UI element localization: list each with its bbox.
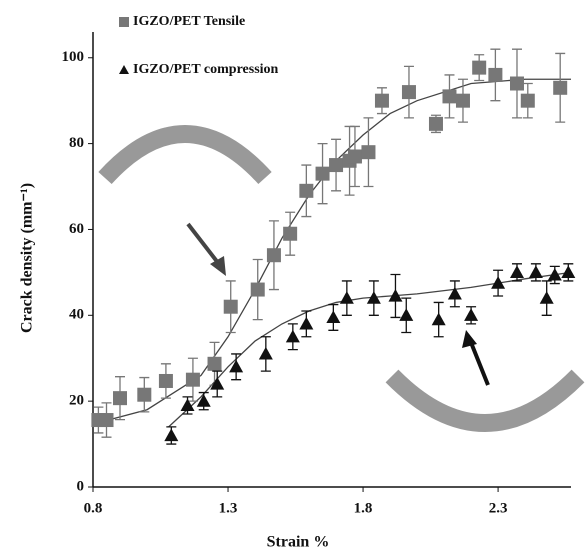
x-tick-label: 0.8 <box>84 500 103 516</box>
y-tick-label: 40 <box>69 307 84 323</box>
arrow-head <box>462 330 477 348</box>
y-tick-label: 100 <box>62 49 85 65</box>
marker-triangle <box>447 286 462 300</box>
marker-triangle <box>258 346 273 360</box>
marker-square <box>283 226 298 241</box>
marker-square <box>137 387 152 402</box>
x-axis-label: Strain % <box>267 534 330 551</box>
marker-triangle <box>119 65 129 74</box>
marker-square <box>347 149 362 164</box>
marker-square <box>329 158 344 173</box>
marker-triangle <box>180 398 195 412</box>
marker-triangle <box>431 312 446 326</box>
marker-square <box>266 248 281 263</box>
marker-square <box>442 89 457 104</box>
bent-film-arc <box>98 125 272 185</box>
marker-square <box>185 372 200 387</box>
marker-square <box>119 17 129 27</box>
marker-triangle <box>539 291 554 304</box>
y-tick-label: 0 <box>77 478 85 494</box>
marker-square <box>158 373 173 388</box>
marker-triangle <box>339 291 354 304</box>
fit-line <box>168 271 572 428</box>
marker-square <box>401 85 416 100</box>
arrow <box>468 339 490 386</box>
marker-triangle <box>229 359 244 373</box>
marker-square <box>428 116 443 131</box>
y-axis-label: Crack density (mm⁻¹) <box>19 183 36 333</box>
marker-square <box>223 299 238 314</box>
marker-square <box>207 356 222 371</box>
marker-square <box>99 413 114 428</box>
marker-square <box>455 93 470 108</box>
marker-triangle <box>164 428 179 442</box>
marker-triangle <box>491 276 506 289</box>
marker-triangle <box>509 265 524 278</box>
y-tick-label: 60 <box>69 221 84 237</box>
marker-triangle <box>366 291 381 304</box>
decor <box>98 125 585 432</box>
marker-triangle <box>388 288 403 302</box>
legend-label: IGZO/PET compression <box>133 62 279 77</box>
x-tick-label: 1.8 <box>354 500 373 516</box>
marker-square <box>315 166 330 181</box>
marker-square <box>361 145 376 160</box>
marker-square <box>488 67 503 82</box>
arrow-head <box>210 256 226 276</box>
legend-label: IGZO/PET Tensile <box>133 14 245 29</box>
bent-film-arc <box>385 369 585 432</box>
marker-triangle <box>528 265 543 278</box>
marker-triangle <box>285 329 300 343</box>
y-tick-label: 80 <box>69 135 84 151</box>
marker-triangle <box>299 316 314 330</box>
marker-square <box>553 80 568 95</box>
marker-triangle <box>464 308 479 321</box>
marker-square <box>113 391 128 406</box>
marker-triangle <box>561 265 576 278</box>
marker-triangle <box>547 267 562 281</box>
x-tick-label: 2.3 <box>489 500 508 516</box>
marker-triangle <box>326 310 341 324</box>
marker-square <box>374 93 389 108</box>
marker-square <box>472 60 487 75</box>
marker-square <box>250 282 265 297</box>
y-tick-label: 20 <box>69 393 84 409</box>
marker-triangle <box>196 394 211 407</box>
marker-triangle <box>399 308 414 321</box>
marker-square <box>509 76 524 91</box>
marker-square <box>299 183 314 198</box>
x-tick-label: 1.3 <box>219 500 238 516</box>
marker-square <box>520 93 535 108</box>
marker-triangle <box>210 376 225 390</box>
